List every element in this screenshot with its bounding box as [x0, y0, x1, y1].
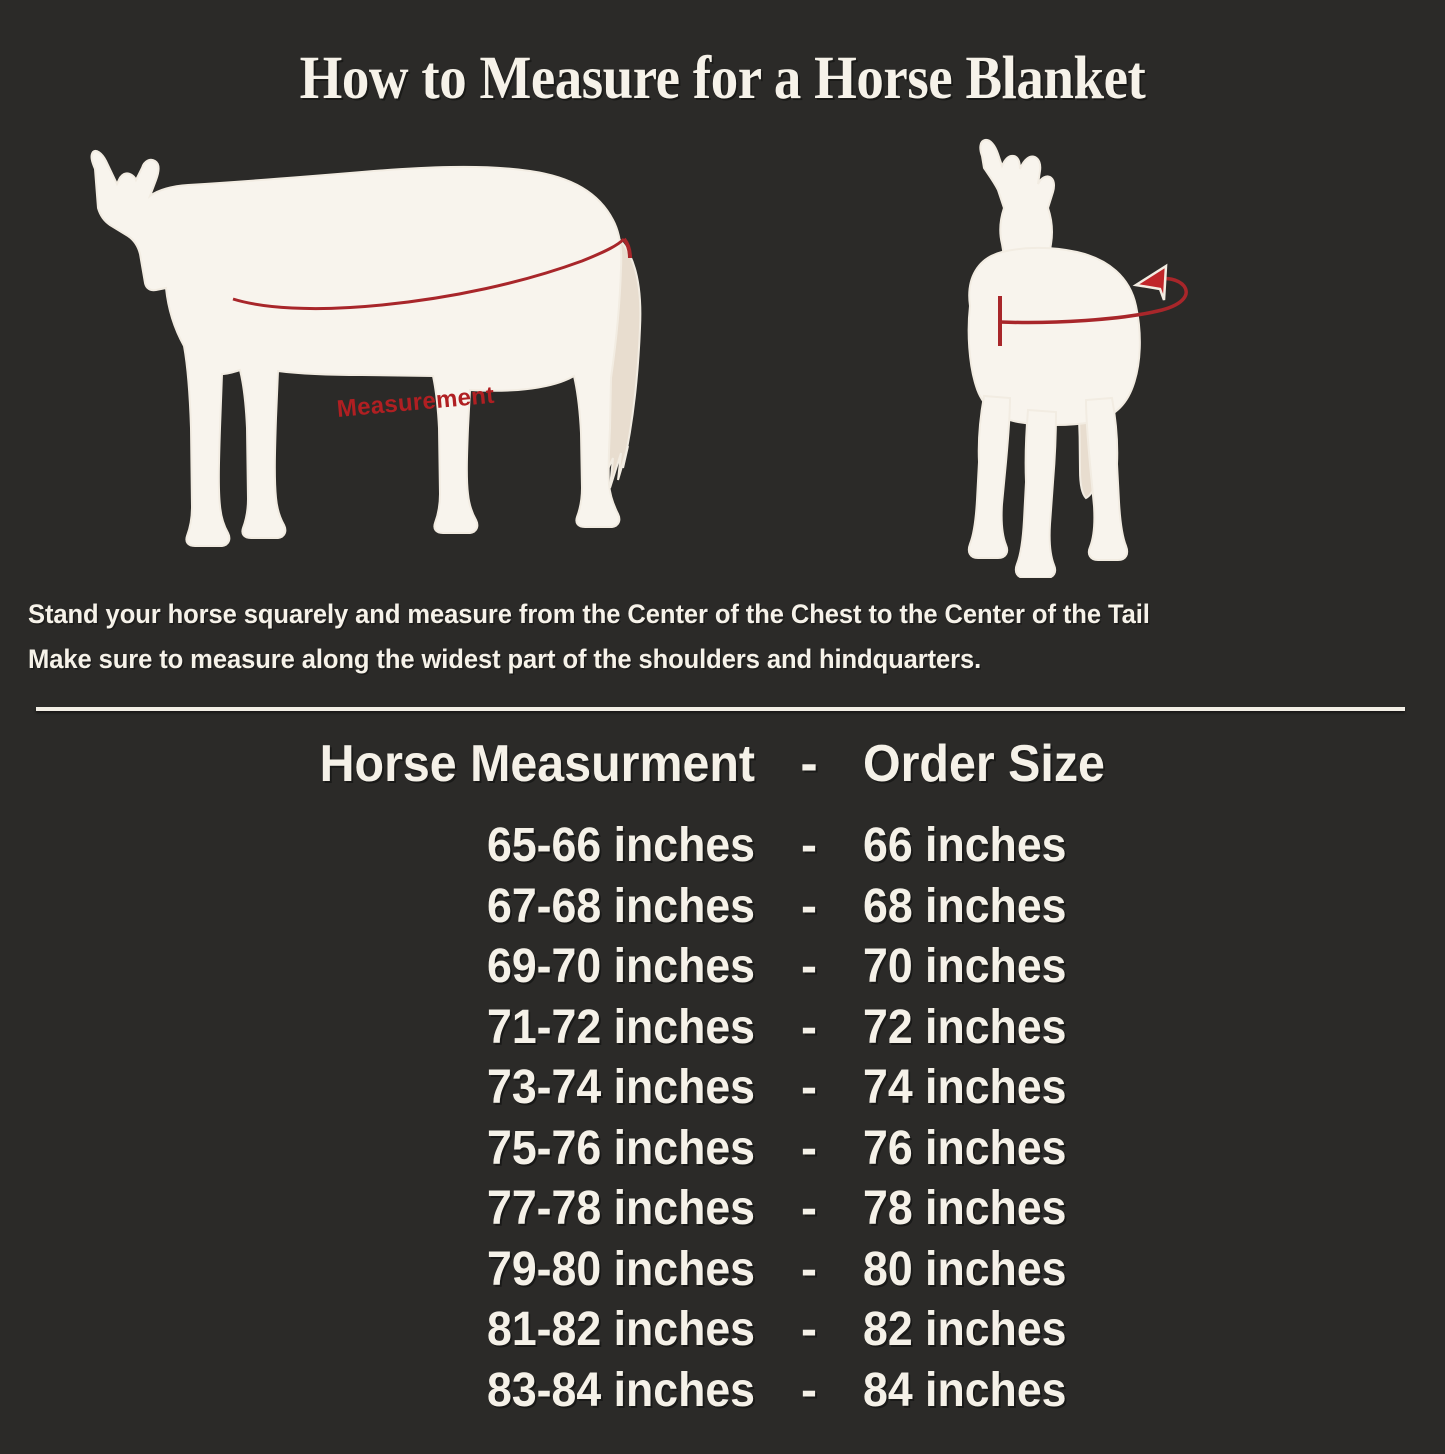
cell-measurement: 79-80 inches: [487, 1242, 755, 1296]
table-header-row: Horse Measurment - Order Size: [0, 734, 1445, 818]
illustration-area: Measurement: [0, 128, 1445, 578]
cell-measurement: 73-74 inches: [487, 1061, 755, 1114]
cell-measurement: 65-66 inches: [487, 819, 755, 872]
cell-separator: -: [801, 1000, 817, 1054]
horse-rear-view-icon: [967, 138, 1188, 578]
horse-side-view-icon: [90, 150, 642, 547]
cell-measurement: 83-84 inches: [487, 1363, 755, 1417]
cell-measurement: 71-72 inches: [487, 1000, 755, 1054]
cell-separator: -: [801, 1363, 817, 1417]
cell-separator: -: [801, 879, 817, 933]
table-row: 75-76 inches - 76 inches: [0, 1121, 1445, 1182]
cell-measurement: 67-68 inches: [487, 879, 755, 933]
table-row: 73-74 inches - 74 inches: [0, 1060, 1445, 1121]
table-row: 81-82 inches - 82 inches: [0, 1302, 1445, 1363]
cell-separator: -: [801, 1303, 817, 1356]
cell-separator: -: [801, 1061, 817, 1114]
table-row: 65-66 inches - 66 inches: [0, 818, 1445, 879]
instruction-line-1: Stand your horse squarely and measure fr…: [28, 599, 1150, 629]
table-row: 67-68 inches - 68 inches: [0, 879, 1445, 940]
cell-measurement: 77-78 inches: [487, 1182, 755, 1235]
cell-size: 84 inches: [863, 1363, 1067, 1417]
table-row: 69-70 inches - 70 inches: [0, 939, 1445, 1000]
cell-size: 74 inches: [863, 1061, 1067, 1114]
cell-size: 78 inches: [863, 1182, 1067, 1235]
cell-separator: -: [801, 1242, 817, 1296]
cell-separator: -: [801, 1121, 817, 1175]
cell-measurement: 75-76 inches: [487, 1121, 755, 1175]
cell-size: 70 inches: [863, 940, 1067, 993]
cell-size: 82 inches: [863, 1303, 1067, 1356]
column-header-size: Order Size: [863, 735, 1105, 793]
cell-separator: -: [801, 819, 817, 872]
cell-size: 72 inches: [863, 1000, 1067, 1054]
table-row: 79-80 inches - 80 inches: [0, 1242, 1445, 1303]
cell-size: 76 inches: [863, 1121, 1067, 1175]
instructions-block: Stand your horse squarely and measure fr…: [28, 592, 1374, 682]
cell-separator: -: [801, 940, 817, 993]
table-row: 71-72 inches - 72 inches: [0, 1000, 1445, 1061]
cell-measurement: 81-82 inches: [487, 1303, 755, 1356]
table-row: 83-84 inches - 84 inches: [0, 1363, 1445, 1424]
cell-separator: -: [801, 1182, 817, 1235]
column-header-separator: -: [800, 735, 818, 793]
cell-measurement: 69-70 inches: [487, 940, 755, 993]
table-row: 77-78 inches - 78 inches: [0, 1181, 1445, 1242]
cell-size: 66 inches: [863, 819, 1067, 872]
cell-size: 68 inches: [863, 879, 1067, 933]
cell-size: 80 inches: [863, 1242, 1067, 1296]
column-header-measurement: Horse Measurment: [319, 735, 755, 793]
size-chart-table: Horse Measurment - Order Size 65-66 inch…: [0, 734, 1445, 1423]
page-title: How to Measure for a Horse Blanket: [299, 45, 1146, 112]
instruction-line-2: Make sure to measure along the widest pa…: [28, 644, 982, 674]
section-divider: [36, 707, 1405, 711]
